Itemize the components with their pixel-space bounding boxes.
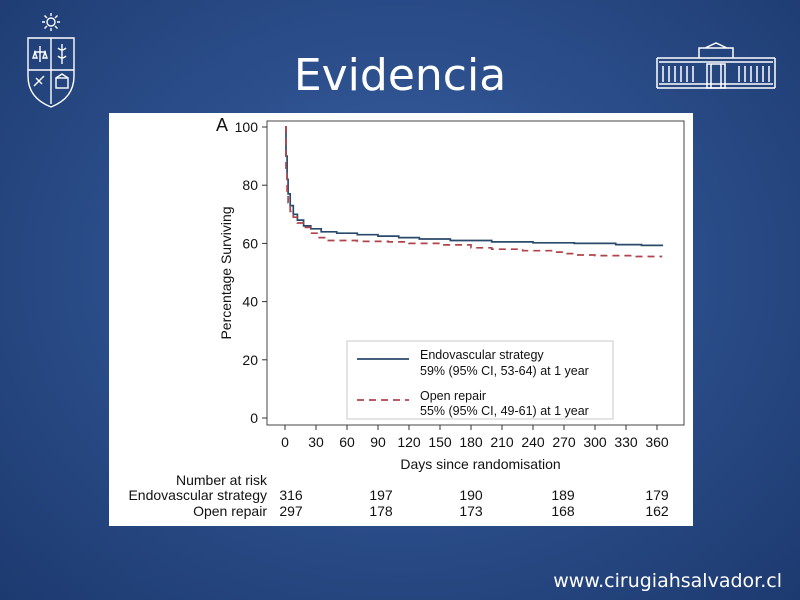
- risk-value: 173: [459, 503, 483, 519]
- risk-value: 179: [645, 487, 669, 503]
- x-tick-label: 150: [428, 434, 452, 450]
- x-tick-label: 270: [552, 434, 576, 450]
- x-tick-label: 30: [308, 434, 324, 450]
- y-tick-label: 80: [242, 177, 258, 193]
- chart-panel: 0 20 40 60 80 100 0 30 60 90 120 150 180 210 240 270 300…: [109, 113, 693, 526]
- y-tick-label: 100: [235, 119, 259, 135]
- risk-value: 297: [279, 503, 303, 519]
- hospital-building-icon: [656, 42, 776, 89]
- slide-title: Evidencia: [293, 50, 507, 101]
- x-tick-label: 210: [490, 434, 514, 450]
- x-tick-label: 300: [583, 434, 607, 450]
- x-tick-label: 180: [459, 434, 483, 450]
- risk-value: 197: [369, 487, 393, 503]
- x-tick-label: 240: [521, 434, 545, 450]
- x-axis-label: Days since randomisation: [400, 456, 560, 472]
- risk-value: 168: [551, 503, 575, 519]
- legend-series-note: 55% (95% CI, 49-61) at 1 year: [420, 404, 589, 418]
- plot-frame: [266, 120, 685, 426]
- x-tick-label: 0: [281, 434, 289, 450]
- risk-value: 162: [645, 503, 669, 519]
- risk-table-header: Number at risk: [176, 472, 268, 488]
- risk-value: 190: [459, 487, 483, 503]
- x-tick-label: 330: [614, 434, 638, 450]
- legend-series-note: 59% (95% CI, 53-64) at 1 year: [420, 364, 589, 378]
- series-line-endovascular: [285, 126, 664, 247]
- x-tick-label: 60: [339, 434, 355, 450]
- risk-row-label: Open repair: [193, 503, 267, 519]
- risk-value: 316: [279, 487, 303, 503]
- x-tick-label: 360: [645, 434, 669, 450]
- y-tick-label: 0: [250, 410, 258, 426]
- legend-series-name: Endovascular strategy: [420, 348, 544, 362]
- y-tick-label: 60: [242, 235, 258, 251]
- survival-chart: 0 20 40 60 80 100 0 30 60 90 120 150 180 210 240 270 300…: [128, 115, 685, 519]
- risk-value: 178: [369, 503, 393, 519]
- footer-url: www.cirugiahsalvador.cl: [553, 570, 782, 592]
- x-tick-label: 120: [397, 434, 421, 450]
- university-crest-icon: [27, 13, 75, 108]
- legend-series-name: Open repair: [420, 389, 486, 403]
- x-tick-label: 90: [370, 434, 386, 450]
- legend-box: [346, 340, 614, 420]
- y-tick-label: 20: [242, 352, 258, 368]
- series-line-open-repair: [285, 126, 663, 258]
- panel-label: A: [216, 115, 228, 135]
- y-axis-label: Percentage Surviving: [218, 206, 234, 339]
- y-tick-label: 40: [242, 294, 258, 310]
- risk-value: 189: [551, 487, 575, 503]
- risk-row-label: Endovascular strategy: [128, 487, 267, 503]
